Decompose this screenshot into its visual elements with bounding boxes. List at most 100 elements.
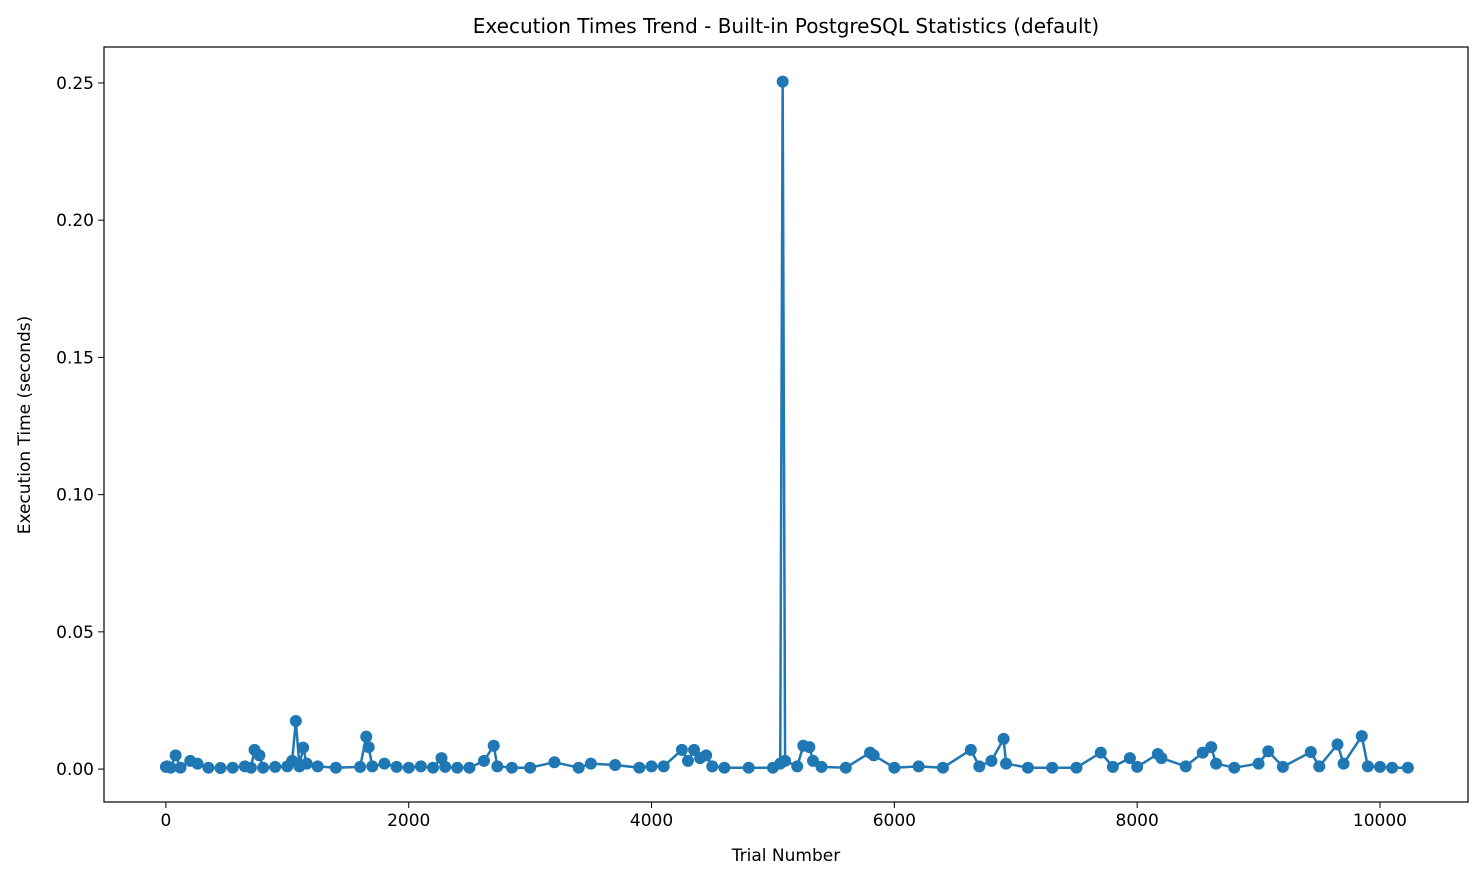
- point-marker: [164, 761, 177, 774]
- point-marker: [645, 760, 658, 773]
- point-marker: [202, 761, 215, 774]
- point-marker: [609, 758, 622, 771]
- point-marker: [867, 749, 880, 762]
- point-marker: [1123, 752, 1136, 765]
- point-marker: [414, 760, 427, 773]
- point-marker: [700, 749, 713, 762]
- point-marker: [912, 760, 925, 773]
- point-marker: [1131, 760, 1144, 773]
- point-marker: [451, 761, 464, 774]
- point-marker: [360, 730, 373, 743]
- point-marker: [253, 749, 266, 762]
- point-marker: [1252, 757, 1265, 770]
- point-marker: [1021, 761, 1034, 774]
- point-marker: [226, 761, 239, 774]
- point-marker: [524, 761, 537, 774]
- point-marker: [390, 760, 403, 773]
- point-marker: [791, 760, 804, 773]
- point-marker: [718, 761, 731, 774]
- point-marker: [1361, 760, 1374, 773]
- point-marker: [1000, 757, 1013, 770]
- point-marker: [169, 749, 182, 762]
- point-marker: [1262, 745, 1275, 758]
- point-marker: [1196, 746, 1209, 759]
- point-marker: [366, 760, 379, 773]
- chart-title: Execution Times Trend - Built-in Postgre…: [473, 14, 1099, 38]
- point-marker: [1046, 761, 1059, 774]
- point-marker: [776, 75, 789, 88]
- point-marker: [491, 760, 504, 773]
- point-marker: [297, 741, 310, 754]
- point-marker: [329, 761, 342, 774]
- point-marker: [300, 757, 313, 770]
- point-marker: [1386, 761, 1399, 774]
- x-axis-label: Trial Number: [731, 846, 840, 866]
- point-marker: [936, 761, 949, 774]
- point-marker: [311, 760, 324, 773]
- point-marker: [973, 760, 986, 773]
- y-tick-label: 0.20: [56, 211, 94, 231]
- point-marker: [572, 761, 585, 774]
- point-marker: [478, 754, 491, 767]
- point-marker: [688, 743, 701, 756]
- x-tick-label: 8000: [1116, 811, 1159, 831]
- point-marker: [1313, 760, 1326, 773]
- point-marker: [1373, 760, 1386, 773]
- point-marker: [1331, 738, 1344, 751]
- y-tick-label: 0.00: [56, 760, 94, 780]
- point-marker: [289, 715, 302, 728]
- point-marker: [742, 761, 755, 774]
- x-tick-label: 2000: [387, 811, 430, 831]
- plot-frame: [103, 46, 1469, 803]
- point-marker: [1155, 752, 1168, 765]
- y-tick-label: 0.25: [56, 74, 94, 94]
- point-marker: [807, 754, 820, 767]
- point-marker: [803, 741, 816, 754]
- x-tick-label: 6000: [873, 811, 916, 831]
- point-marker: [362, 741, 375, 754]
- point-marker: [1228, 761, 1241, 774]
- point-marker: [191, 757, 204, 770]
- point-marker: [997, 732, 1010, 745]
- point-marker: [1179, 760, 1192, 773]
- point-marker: [964, 743, 977, 756]
- point-marker: [779, 754, 792, 767]
- point-marker: [1276, 760, 1289, 773]
- y-tick-label: 0.10: [56, 486, 94, 506]
- y-tick-label: 0.15: [56, 348, 94, 368]
- point-marker: [244, 761, 257, 774]
- point-marker: [1094, 746, 1107, 759]
- x-tick-label: 0: [161, 811, 172, 831]
- point-marker: [354, 760, 367, 773]
- point-marker: [1070, 761, 1083, 774]
- point-marker: [1337, 757, 1350, 770]
- point-marker: [214, 761, 227, 774]
- point-marker: [1106, 760, 1119, 773]
- point-marker: [439, 760, 452, 773]
- point-marker: [1355, 730, 1368, 743]
- point-marker: [548, 756, 561, 769]
- point-marker: [1210, 757, 1223, 770]
- point-marker: [269, 760, 282, 773]
- point-marker: [1304, 746, 1317, 759]
- x-tick-label: 10000: [1353, 811, 1407, 831]
- point-marker: [378, 757, 391, 770]
- point-marker: [706, 760, 719, 773]
- point-marker: [505, 761, 518, 774]
- point-marker: [427, 761, 440, 774]
- point-marker: [888, 761, 901, 774]
- point-marker: [675, 743, 688, 756]
- point-marker: [681, 754, 694, 767]
- point-marker: [402, 761, 415, 774]
- point-marker: [1205, 741, 1218, 754]
- point-marker: [463, 761, 476, 774]
- point-marker: [1401, 761, 1414, 774]
- x-tick-label: 4000: [630, 811, 673, 831]
- point-marker: [815, 760, 828, 773]
- y-tick-label: 0.05: [56, 623, 94, 643]
- point-marker: [657, 760, 670, 773]
- point-marker: [487, 739, 500, 752]
